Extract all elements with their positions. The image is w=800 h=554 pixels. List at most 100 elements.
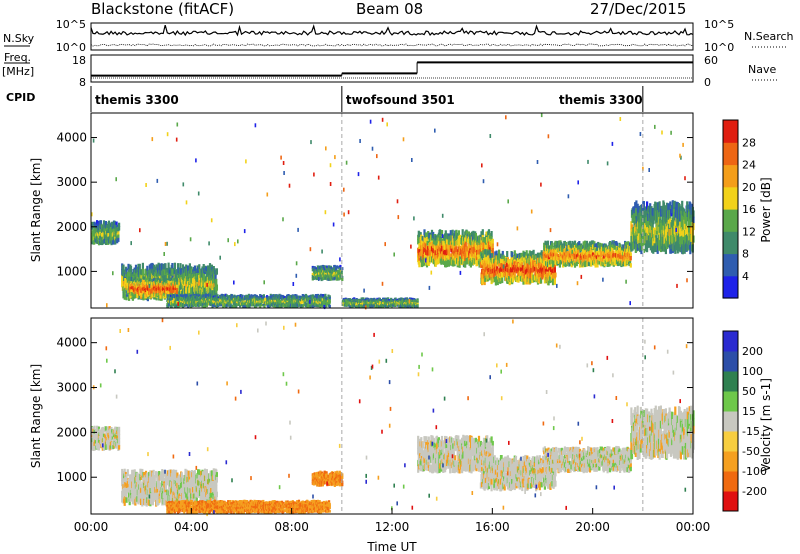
echo-cell <box>328 301 331 304</box>
echo-cell <box>123 269 126 276</box>
echo-cell <box>108 226 111 231</box>
echo-cell <box>160 285 163 290</box>
echo-cell <box>215 278 218 285</box>
cpid-segment-label-1: twofsound 3501 <box>346 93 455 107</box>
echo-cell <box>198 264 201 271</box>
echo-cell <box>163 285 166 290</box>
echo-cell <box>129 280 132 285</box>
echo-cell <box>190 287 193 293</box>
echo-cell <box>141 287 144 292</box>
nsky-left-tick-low: 10^0 <box>56 41 86 54</box>
echo-cell <box>107 220 111 226</box>
echo-cell <box>175 281 178 286</box>
echo-cell <box>170 301 173 305</box>
echo-cell <box>501 277 504 284</box>
echo-cell <box>144 274 148 281</box>
echo-cell <box>173 267 176 274</box>
freq-panel-frame <box>90 54 694 83</box>
beam-label: Beam 08 <box>356 0 424 18</box>
echo-cell <box>167 290 170 295</box>
echo-cell <box>144 278 148 283</box>
nsky-trace <box>90 24 694 37</box>
echo-cell <box>336 265 339 269</box>
cpid-segment-label-0: themis 3300 <box>95 93 179 107</box>
nsky-left-tick-high: 10^5 <box>56 18 86 31</box>
echo-cell <box>211 290 214 296</box>
echo-cell <box>461 229 464 236</box>
echo-cell <box>179 274 182 281</box>
echo-cell <box>171 268 174 275</box>
echo-cell <box>92 229 96 234</box>
echo-cell <box>554 272 557 278</box>
echo-cell <box>155 284 158 289</box>
echo-cell <box>185 264 188 272</box>
nsearch-label: N.Search <box>744 30 794 43</box>
echo-cell <box>140 290 143 294</box>
echo-cell <box>125 284 128 290</box>
echo-cell <box>117 237 120 242</box>
echo-cell <box>193 265 196 272</box>
echo-cell <box>447 260 450 267</box>
echo-cell <box>186 281 190 288</box>
echo-cell <box>533 254 536 261</box>
nsky-label: N.Sky <box>3 32 35 45</box>
nsearch-trace <box>90 43 694 47</box>
echo-cell <box>575 261 578 267</box>
echo-cell <box>195 273 198 279</box>
echo-region-0 <box>91 220 121 246</box>
echo-cell <box>149 287 152 292</box>
echo-cell <box>116 224 119 229</box>
echo-cell <box>168 276 171 281</box>
echo-cell <box>490 231 493 237</box>
echo-cell <box>111 228 114 233</box>
echo-cell <box>167 295 170 298</box>
echo-cell <box>173 298 176 301</box>
echo-cell <box>629 263 632 268</box>
echo-cell <box>179 284 182 292</box>
echo-cell <box>554 240 557 246</box>
echo-cell <box>179 304 182 307</box>
echo-cell <box>129 269 132 276</box>
echo-cell <box>155 287 158 292</box>
nsky-right-tick-high: 10^5 <box>704 18 734 31</box>
echo-cell <box>162 294 165 299</box>
echo-cell <box>172 294 175 297</box>
echo-cell <box>202 264 205 271</box>
echo-cell <box>163 275 166 282</box>
echo-cell <box>132 276 135 281</box>
echo-cell <box>185 281 188 289</box>
echo-region-4 <box>311 264 344 282</box>
date-label: 27/Dec/2015 <box>590 0 687 18</box>
echo-cell <box>175 291 178 296</box>
echo-cell <box>149 278 152 283</box>
echo-cell <box>112 228 116 233</box>
echo-cell <box>136 290 139 295</box>
echo-cell <box>192 291 195 297</box>
echo-cell <box>215 284 218 291</box>
echo-cell <box>168 299 171 303</box>
echo-cell <box>511 252 514 259</box>
echo-cell <box>629 256 632 261</box>
echo-cell <box>107 236 110 242</box>
echo-cell <box>145 293 148 298</box>
echo-cell <box>464 241 467 248</box>
echo-cell <box>108 223 111 228</box>
echo-cell <box>136 284 139 289</box>
freq-left-tick-high: 18 <box>72 54 86 67</box>
echo-cell <box>142 290 145 296</box>
echo-cell <box>185 294 188 298</box>
echo-cell <box>143 276 146 281</box>
echo-cell <box>173 262 176 270</box>
echo-cell <box>175 269 178 276</box>
nave-right-tick-high: 60 <box>704 54 718 67</box>
echo-cell <box>139 295 143 299</box>
echo-region-2 <box>128 275 178 299</box>
power-echoes <box>91 113 695 310</box>
echo-cell <box>91 238 94 243</box>
echo-cell <box>134 276 137 282</box>
echo-cell <box>131 289 134 293</box>
echo-cell <box>141 276 144 281</box>
echo-cell <box>153 264 156 272</box>
echo-cell <box>161 265 164 272</box>
